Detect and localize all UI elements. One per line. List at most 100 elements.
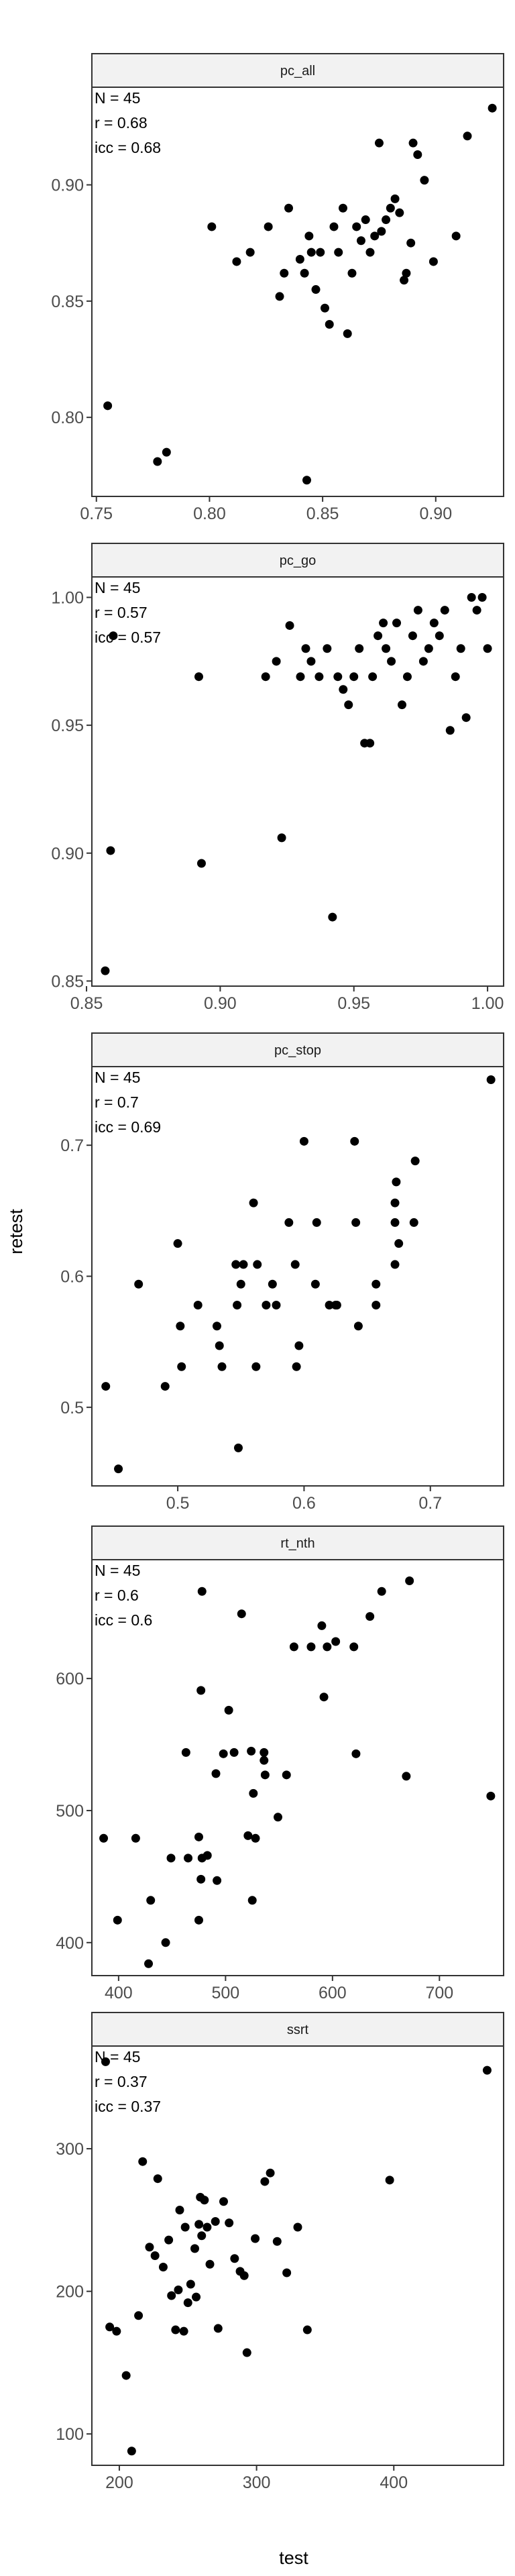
data-point [173,1239,182,1248]
facet-strip [91,53,504,88]
y-tick-label: 100 [56,2425,84,2444]
data-point [99,1833,109,1843]
data-point [207,222,217,231]
data-point [461,713,471,722]
data-point [472,606,481,615]
x-tick-label: 400 [105,1984,133,2002]
y-tick-label: 500 [56,1802,84,1821]
x-tick-label: 0.6 [292,1494,316,1513]
stat-annotation: r = 0.68 [95,114,148,131]
x-tick-label: 200 [105,2473,133,2492]
data-point [385,2176,394,2185]
data-point [343,329,352,338]
data-point [247,1746,256,1756]
x-tick-label: 0.80 [193,504,226,523]
data-point [193,1300,203,1309]
y-tick-label: 0.80 [51,409,84,427]
data-point [296,672,305,682]
data-point [456,644,465,653]
data-point [413,150,422,160]
data-point [211,2216,220,2226]
y-tick-label: 0.85 [51,292,84,311]
facet-panels: pc_all 0.75 0.80 0.85 0.90 0.80 0.85 0.90 N = 45… [51,53,504,2492]
data-point [249,1198,258,1208]
data-point [361,215,370,225]
data-point [101,1382,111,1391]
data-point [144,1959,154,1968]
data-point [249,1788,258,1798]
stat-annotation: icc = 0.57 [95,629,161,646]
data-point [179,2326,188,2336]
data-point [349,1642,359,1652]
data-point [319,1693,329,1702]
stat-annotation: N = 45 [95,2048,140,2065]
data-point [264,222,273,231]
data-point [106,846,115,855]
facet-strip-label: pc_go [280,553,317,568]
data-point [352,222,361,231]
y-axis-title: retest [6,1209,26,1254]
stat-annotation: N = 45 [95,1562,140,1579]
data-point [429,619,439,628]
stat-annotation: icc = 0.69 [95,1118,161,1136]
data-point [253,1260,262,1269]
data-point [251,1833,260,1843]
data-point [260,1756,269,1765]
data-point [402,1772,411,1781]
data-point [394,1239,404,1248]
data-point [390,1218,400,1227]
y-tick-label: 300 [56,2140,84,2159]
data-point [350,1136,359,1146]
data-point [231,1260,241,1269]
data-point [310,1279,320,1289]
facet-pc_stop: pc_stop 0.5 0.6 0.7 0.5 0.6 0.7 N = 45 r = 0.7 ic… [60,1032,504,1513]
facet-strip-label: pc_stop [274,1043,321,1058]
facet-ssrt: ssrt 200 300 400 100 200 300 N = 45 r = 0.37 icc … [56,2012,504,2492]
data-point [167,2291,176,2300]
data-point [347,268,357,278]
data-point [486,1791,496,1801]
data-point [101,2057,110,2066]
data-point [233,1300,242,1309]
data-point [176,1322,185,1331]
data-point [196,859,206,868]
data-point [435,631,444,641]
data-point [374,631,383,641]
x-tick-label: 0.5 [166,1494,190,1513]
data-point [260,2177,270,2186]
data-point [113,1915,122,1925]
data-point [146,1896,156,1905]
data-point [280,268,289,278]
data-point [242,2348,251,2357]
y-tick-label: 0.5 [60,1399,84,1417]
data-point [365,1612,375,1621]
data-point [418,657,428,666]
data-point [302,476,311,485]
data-point [161,1938,170,1947]
data-point [477,593,487,602]
data-point [424,644,433,653]
data-point [405,1576,414,1585]
data-point [134,2311,144,2320]
x-tick-label: 1.00 [471,994,504,1013]
data-point [392,1177,401,1187]
data-point [219,2197,228,2206]
data-point [272,657,281,666]
data-point [180,2222,190,2232]
x-tick-label: 0.90 [204,994,237,1013]
data-point [245,248,255,257]
data-point [368,672,378,682]
data-point [290,1260,300,1269]
stat-annotation: r = 0.57 [95,604,148,621]
data-point [215,1341,224,1350]
data-point [177,1362,186,1371]
data-point [382,215,391,225]
data-point [333,672,343,682]
data-point [134,1279,144,1289]
data-point [351,1218,361,1227]
data-point [262,1300,271,1309]
y-tick-label: 200 [56,2283,84,2302]
y-tick-label: 600 [56,1670,84,1688]
data-point [225,2218,234,2228]
